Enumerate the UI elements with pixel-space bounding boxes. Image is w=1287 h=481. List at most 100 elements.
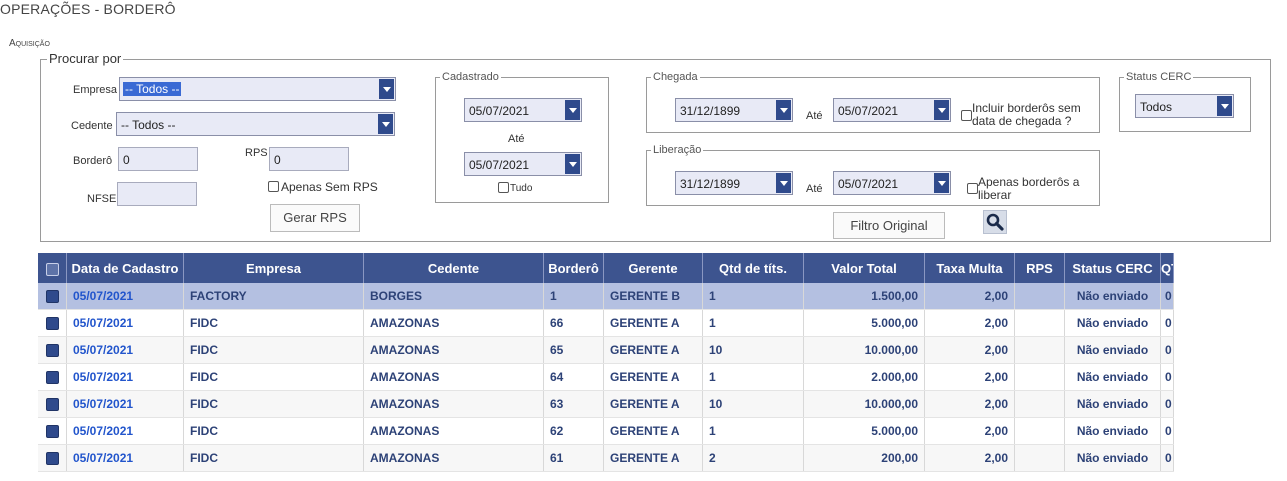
cell-qtd-tits: 1	[702, 363, 804, 391]
tudo-label: Tudo	[510, 183, 533, 194]
nfse-input[interactable]	[117, 182, 197, 206]
table-row[interactable]: 05/07/2021 FACTORY BORGES 1 GERENTE B 1 1.500,…	[38, 283, 1174, 310]
filtro-original-button[interactable]: Filtro Original	[833, 212, 945, 239]
table-row[interactable]: 05/07/2021 FIDC AMAZONAS 64 GERENTE A 1 2.000,…	[38, 363, 1174, 391]
cell-taxa-multa: 2,00	[924, 417, 1015, 445]
col-rps[interactable]: RPS	[1014, 253, 1065, 283]
col-empresa[interactable]: Empresa	[183, 253, 364, 283]
incluir-sem-chegada-checkbox[interactable]	[961, 110, 972, 121]
cell-data-cadastro[interactable]: 05/07/2021	[66, 363, 184, 391]
cell-valor-total: 5.000,00	[803, 417, 925, 445]
cell-status-cerc: Não enviado	[1064, 309, 1161, 337]
col-gerente[interactable]: Gerente	[603, 253, 703, 283]
cell-empresa: FACTORY	[183, 283, 364, 310]
col-status-cerc[interactable]: Status CERC	[1064, 253, 1161, 283]
cell-qtd-tits: 1	[702, 417, 804, 445]
row-select-cell[interactable]	[38, 309, 67, 337]
table-row[interactable]: 05/07/2021 FIDC AMAZONAS 63 GERENTE A 10 10.00…	[38, 390, 1174, 418]
row-select-cell[interactable]	[38, 336, 67, 364]
col-qt[interactable]: QT	[1160, 253, 1174, 283]
table-row[interactable]: 05/07/2021 FIDC AMAZONAS 61 GERENTE A 2 200,00…	[38, 444, 1174, 472]
row-select-cell[interactable]	[38, 390, 67, 418]
row-checkbox[interactable]	[45, 425, 59, 439]
cell-empresa: FIDC	[183, 417, 364, 445]
cell-rps	[1014, 336, 1065, 364]
cadastrado-legend: Cadastrado	[442, 71, 499, 83]
liberacao-from-select[interactable]: 31/12/1899	[675, 171, 793, 195]
col-taxa-multa[interactable]: Taxa Multa	[924, 253, 1015, 283]
cell-rps	[1014, 309, 1065, 337]
cell-qtd-tits: 2	[702, 444, 804, 472]
row-checkbox[interactable]	[45, 398, 59, 412]
row-checkbox[interactable]	[45, 290, 59, 304]
chegada-panel: Chegada	[646, 71, 1100, 133]
cedente-value: -- Todos --	[121, 118, 176, 132]
col-bordero[interactable]: Borderô	[543, 253, 604, 283]
cell-data-cadastro[interactable]: 05/07/2021	[66, 390, 184, 418]
cell-cedente: AMAZONAS	[363, 336, 544, 364]
cadastrado-ate-label: Até	[508, 133, 525, 145]
select-all-checkbox[interactable]	[45, 262, 59, 276]
chegada-from-select[interactable]: 31/12/1899	[675, 98, 793, 122]
gerar-rps-button[interactable]: Gerar RPS	[270, 204, 360, 232]
liberacao-to-select[interactable]: 05/07/2021	[833, 171, 951, 195]
liberacao-ate-label: Até	[806, 183, 823, 195]
cell-status-cerc: Não enviado	[1064, 417, 1161, 445]
apenas-sem-rps-checkbox[interactable]	[268, 181, 279, 192]
bordero-input[interactable]: 0	[118, 147, 198, 171]
search-button[interactable]	[983, 210, 1007, 234]
bordero-table: Data de Cadastro Empresa Cedente Borderô…	[38, 253, 1174, 472]
cell-gerente: GERENTE A	[603, 417, 703, 445]
chegada-to-value: 05/07/2021	[838, 104, 899, 118]
cell-empresa: FIDC	[183, 336, 364, 364]
row-checkbox[interactable]	[45, 452, 59, 466]
empresa-select[interactable]: -- Todos --	[119, 77, 396, 101]
cell-data-cadastro[interactable]: 05/07/2021	[66, 336, 184, 364]
row-select-cell[interactable]	[38, 417, 67, 445]
cell-data-cadastro[interactable]: 05/07/2021	[66, 309, 184, 337]
table-row[interactable]: 05/07/2021 FIDC AMAZONAS 66 GERENTE A 1 5.000,…	[38, 309, 1174, 337]
row-select-cell[interactable]	[38, 363, 67, 391]
cell-data-cadastro[interactable]: 05/07/2021	[66, 283, 184, 310]
cell-data-cadastro[interactable]: 05/07/2021	[66, 417, 184, 445]
empresa-value: -- Todos --	[123, 82, 182, 96]
cell-rps	[1014, 444, 1065, 472]
cell-qtd-tits: 10	[702, 336, 804, 364]
cadastrado-to-select[interactable]: 05/07/2021	[464, 152, 582, 176]
row-checkbox[interactable]	[45, 344, 59, 358]
cadastrado-from-select[interactable]: 05/07/2021	[464, 98, 582, 122]
chegada-to-select[interactable]: 05/07/2021	[833, 98, 951, 122]
row-select-cell[interactable]	[38, 444, 67, 472]
col-data-cadastro[interactable]: Data de Cadastro	[66, 253, 184, 283]
apenas-a-liberar-checkbox[interactable]	[967, 183, 978, 194]
cell-valor-total: 200,00	[803, 444, 925, 472]
row-select-cell[interactable]	[38, 283, 67, 310]
tudo-checkbox[interactable]	[498, 182, 509, 193]
status-cerc-select[interactable]: Todos	[1135, 94, 1234, 118]
page-title: OPERAÇÕES - BORDERÔ	[0, 1, 176, 17]
row-checkbox[interactable]	[45, 371, 59, 385]
chegada-from-value: 31/12/1899	[680, 104, 741, 118]
chevron-down-icon	[565, 100, 580, 120]
cedente-select[interactable]: -- Todos --	[116, 112, 395, 136]
col-cedente[interactable]: Cedente	[363, 253, 544, 283]
apenas-sem-rps-label: Apenas Sem RPS	[281, 180, 378, 194]
cell-data-cadastro[interactable]: 05/07/2021	[66, 444, 184, 472]
cell-rps	[1014, 363, 1065, 391]
cell-cedente: AMAZONAS	[363, 363, 544, 391]
apenas-a-liberar-label: Apenas borderôs a liberar	[978, 175, 1080, 202]
filters-legend: Procurar por	[49, 51, 122, 66]
col-qtd-tits[interactable]: Qtd de títs.	[702, 253, 804, 283]
table-row[interactable]: 05/07/2021 FIDC AMAZONAS 65 GERENTE A 10 10.00…	[38, 336, 1174, 364]
cell-cedente: AMAZONAS	[363, 309, 544, 337]
table-row[interactable]: 05/07/2021 FIDC AMAZONAS 62 GERENTE A 1 5.000,…	[38, 417, 1174, 445]
select-all-header[interactable]	[38, 253, 67, 283]
cell-cedente: AMAZONAS	[363, 390, 544, 418]
cell-rps	[1014, 417, 1065, 445]
cell-empresa: FIDC	[183, 363, 364, 391]
cell-cedente: AMAZONAS	[363, 417, 544, 445]
table-header-row: Data de Cadastro Empresa Cedente Borderô…	[38, 253, 1174, 283]
col-valor-total[interactable]: Valor Total	[803, 253, 925, 283]
row-checkbox[interactable]	[45, 317, 59, 331]
rps-input[interactable]: 0	[269, 147, 349, 171]
